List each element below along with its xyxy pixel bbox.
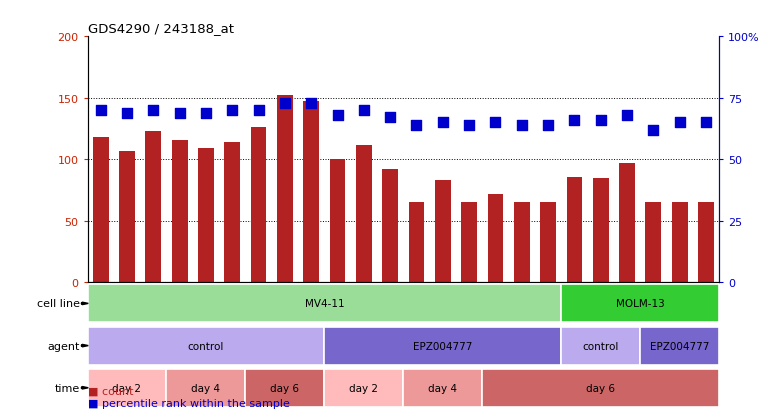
Bar	[382, 170, 398, 282]
Point	[253, 107, 265, 114]
Point	[305, 100, 317, 107]
Text: control: control	[188, 341, 224, 351]
Bar	[561, 285, 719, 323]
Bar	[640, 327, 719, 365]
Bar	[488, 194, 503, 282]
Point	[200, 110, 212, 116]
Text: EPZ004777: EPZ004777	[650, 341, 709, 351]
Bar	[250, 128, 266, 282]
Bar	[277, 96, 293, 282]
Point	[121, 110, 133, 116]
Bar	[245, 369, 324, 407]
Bar	[698, 203, 714, 282]
Point	[437, 120, 449, 126]
Bar	[482, 369, 719, 407]
Bar	[88, 285, 561, 323]
Bar	[198, 149, 214, 282]
Point	[516, 122, 528, 129]
Bar	[119, 151, 135, 282]
Point	[332, 112, 344, 119]
Bar	[619, 164, 635, 282]
Point	[410, 122, 422, 129]
Bar	[409, 203, 425, 282]
Bar	[540, 203, 556, 282]
Point	[700, 120, 712, 126]
Bar	[593, 178, 609, 282]
Bar	[561, 327, 640, 365]
Point	[279, 100, 291, 107]
Point	[621, 112, 633, 119]
Bar	[88, 369, 167, 407]
Point	[648, 127, 660, 134]
Text: day 6: day 6	[586, 383, 615, 393]
Bar	[566, 177, 582, 282]
Bar	[403, 369, 482, 407]
Bar	[172, 140, 187, 282]
Bar	[356, 145, 371, 282]
Bar	[224, 143, 240, 282]
Text: day 2: day 2	[349, 383, 378, 393]
Bar	[514, 203, 530, 282]
Point	[226, 107, 238, 114]
Text: agent: agent	[47, 341, 80, 351]
Text: MV4-11: MV4-11	[304, 299, 344, 309]
Text: ■ count: ■ count	[88, 385, 133, 395]
Point	[594, 117, 607, 124]
Text: GDS4290 / 243188_at: GDS4290 / 243188_at	[88, 22, 234, 35]
Point	[174, 110, 186, 116]
Point	[489, 120, 501, 126]
Point	[358, 107, 370, 114]
Point	[463, 122, 475, 129]
Bar	[645, 203, 661, 282]
Point	[384, 115, 396, 121]
Text: time: time	[55, 383, 80, 393]
Bar	[304, 102, 319, 282]
Text: MOLM-13: MOLM-13	[616, 299, 664, 309]
Text: EPZ004777: EPZ004777	[413, 341, 473, 351]
Text: day 4: day 4	[428, 383, 457, 393]
Bar	[435, 181, 451, 282]
Point	[673, 120, 686, 126]
Text: ■ percentile rank within the sample: ■ percentile rank within the sample	[88, 398, 289, 408]
Bar	[324, 327, 561, 365]
Text: day 6: day 6	[270, 383, 299, 393]
Bar	[461, 203, 477, 282]
Text: day 4: day 4	[192, 383, 221, 393]
Text: control: control	[582, 341, 619, 351]
Bar	[88, 327, 324, 365]
Point	[568, 117, 581, 124]
Bar	[93, 138, 109, 282]
Bar	[167, 369, 245, 407]
Text: day 2: day 2	[113, 383, 142, 393]
Bar	[672, 203, 688, 282]
Point	[94, 107, 107, 114]
Text: cell line: cell line	[37, 299, 80, 309]
Bar	[145, 132, 161, 282]
Point	[542, 122, 554, 129]
Bar	[324, 369, 403, 407]
Point	[147, 107, 159, 114]
Bar	[330, 160, 345, 282]
